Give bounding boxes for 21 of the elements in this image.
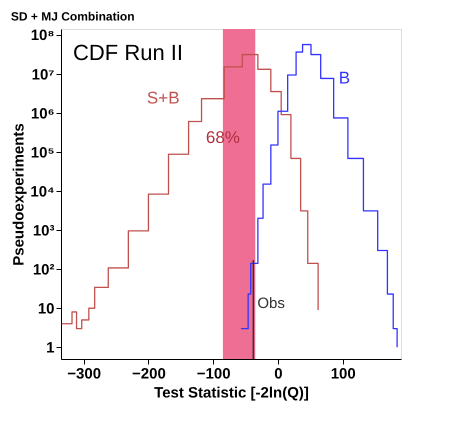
annotation: CDF Run II xyxy=(73,40,184,65)
y-tick-label: 10² xyxy=(32,262,54,279)
x-tick-label: 100 xyxy=(330,366,356,382)
series-label: S+B xyxy=(146,88,180,108)
y-tick-label: 10 xyxy=(38,300,54,318)
series-label: B xyxy=(338,68,350,88)
x-tick-label: −300 xyxy=(67,366,102,382)
ref-line-label: Obs xyxy=(257,294,285,312)
y-tick-label: 10⁸ xyxy=(30,27,54,44)
chart-title: SD + MJ Combination xyxy=(10,10,135,24)
x-tick-label: 0 xyxy=(274,366,283,382)
y-tick-label: 1 xyxy=(46,340,54,357)
x-axis-title: Test Statistic [-2ln(Q)] xyxy=(154,384,309,402)
y-tick-label: 10⁵ xyxy=(30,144,54,162)
x-tick-label: −200 xyxy=(132,366,166,382)
y-tick-label: 10³ xyxy=(32,222,54,240)
y-tick-label: 10⁴ xyxy=(30,183,54,200)
y-axis-title: Pseudoexperiments xyxy=(10,123,28,266)
x-tick-label: −100 xyxy=(196,366,231,382)
y-tick-label: 10⁷ xyxy=(32,66,54,84)
y-tick-label: 10⁶ xyxy=(30,105,54,122)
